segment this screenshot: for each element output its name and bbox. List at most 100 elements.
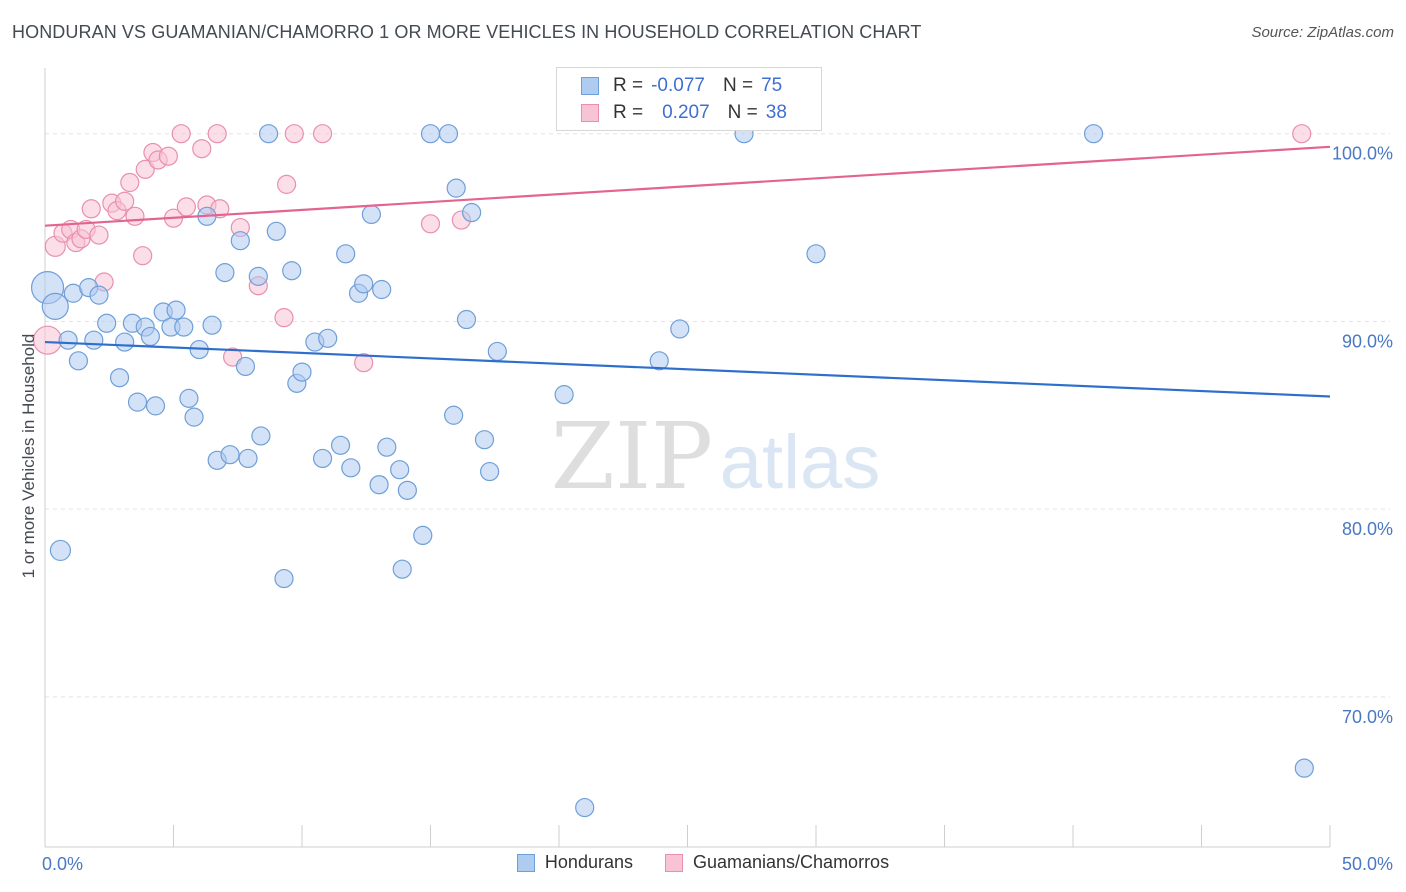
watermark: ZIP atlas xyxy=(551,403,880,510)
trend-layer xyxy=(44,145,1331,398)
honduran-point[interactable] xyxy=(179,388,199,408)
axis-layer xyxy=(44,68,1331,848)
honduran-point[interactable] xyxy=(41,292,69,320)
legend-n-label: N = xyxy=(727,102,758,123)
honduran-point[interactable] xyxy=(487,341,507,362)
guamanian-point[interactable] xyxy=(223,347,243,367)
honduran-point[interactable] xyxy=(145,396,166,416)
guamanian-point[interactable] xyxy=(192,139,212,159)
legend-n-value: 75 xyxy=(761,75,783,96)
honduran-point[interactable] xyxy=(266,221,286,241)
honduran-point[interactable] xyxy=(372,279,392,300)
honduran-point[interactable] xyxy=(58,330,78,350)
guamanian-point[interactable] xyxy=(176,197,196,217)
guamanian-point[interactable] xyxy=(312,124,333,144)
guamanian-point[interactable] xyxy=(135,159,155,179)
legend-label-guamanians: Guamanians/Chamorros xyxy=(692,852,890,872)
honduran-point[interactable] xyxy=(444,405,464,425)
honduran-point[interactable] xyxy=(258,124,279,144)
legend-item-hondurans[interactable]: Hondurans xyxy=(516,852,633,873)
y-tick-label: 80.0% xyxy=(1342,519,1393,539)
honduran-point[interactable] xyxy=(330,435,351,455)
honduran-point[interactable] xyxy=(438,124,459,144)
guamanian-point[interactable] xyxy=(81,199,101,219)
guamanian-point[interactable] xyxy=(284,124,304,144)
honduran-point[interactable] xyxy=(413,525,433,546)
honduran-point[interactable] xyxy=(109,368,130,388)
honduran-point[interactable] xyxy=(238,448,258,469)
series-guamanians-points xyxy=(32,124,1312,373)
series-hondurans-points xyxy=(30,124,1314,818)
honduran-point[interactable] xyxy=(554,385,574,405)
y-tick-label: 70.0% xyxy=(1342,707,1393,727)
honduran-point[interactable] xyxy=(166,300,186,320)
honduran-point[interactable] xyxy=(575,797,595,818)
guamanian-point[interactable] xyxy=(274,308,294,328)
honduran-point[interactable] xyxy=(230,231,250,251)
honduran-point[interactable] xyxy=(456,309,477,330)
guamanian-point[interactable] xyxy=(158,146,178,166)
honduran-point[interactable] xyxy=(274,568,294,589)
honduran-point[interactable] xyxy=(649,351,669,371)
honduran-point[interactable] xyxy=(89,285,109,305)
honduran-point[interactable] xyxy=(474,430,495,450)
honduran-point[interactable] xyxy=(282,261,302,281)
honduran-point[interactable] xyxy=(354,274,374,294)
honduran-point[interactable] xyxy=(1294,758,1314,778)
honduran-point[interactable] xyxy=(341,458,361,478)
legend-label-hondurans: Hondurans xyxy=(544,852,633,872)
guamanian-point[interactable] xyxy=(89,225,109,245)
guamanian-point[interactable] xyxy=(133,246,153,266)
honduran-point[interactable] xyxy=(806,244,826,264)
honduran-point[interactable] xyxy=(397,480,417,500)
guamanian-point[interactable] xyxy=(171,124,191,144)
source-label: Source: ZipAtlas.com xyxy=(1251,24,1394,41)
honduran-point[interactable] xyxy=(361,204,381,225)
honduran-point[interactable] xyxy=(336,244,356,264)
guamanian-point[interactable] xyxy=(420,214,441,234)
honduran-point[interactable] xyxy=(248,266,268,286)
honduran-point[interactable] xyxy=(480,461,500,482)
honduran-point[interactable] xyxy=(377,437,397,457)
honduran-point[interactable] xyxy=(318,328,338,348)
honduran-point[interactable] xyxy=(251,426,271,446)
guamanian-point[interactable] xyxy=(115,191,135,211)
honduran-point[interactable] xyxy=(312,448,333,469)
guamanian-point[interactable] xyxy=(120,172,140,193)
legend-swatch-pink xyxy=(581,104,599,122)
honduran-point[interactable] xyxy=(446,178,466,198)
honduran-point[interactable] xyxy=(68,351,89,371)
legend-item-guamanians[interactable]: Guamanians/Chamorros xyxy=(664,852,890,873)
honduran-point[interactable] xyxy=(220,445,240,465)
guamanian-point[interactable] xyxy=(1292,124,1312,144)
honduran-point[interactable] xyxy=(49,539,72,562)
guamanian-point[interactable] xyxy=(354,353,374,373)
y-axis-title: 1 or more Vehicles in Household xyxy=(19,334,38,579)
grid-layer xyxy=(45,133,1390,698)
guamanian-point[interactable] xyxy=(125,206,145,226)
honduran-point[interactable] xyxy=(140,326,160,347)
honduran-point[interactable] xyxy=(84,330,104,350)
honduran-point[interactable] xyxy=(174,317,194,337)
honduran-point[interactable] xyxy=(462,202,482,223)
honduran-point[interactable] xyxy=(215,263,235,283)
honduran-point[interactable] xyxy=(1083,124,1104,144)
legend-swatch-pink xyxy=(664,853,683,872)
x-tick-label: 50.0% xyxy=(1342,854,1393,874)
guamanian-point[interactable] xyxy=(276,174,297,194)
honduran-point[interactable] xyxy=(235,356,256,377)
honduran-point[interactable] xyxy=(420,124,441,144)
honduran-point[interactable] xyxy=(184,407,204,427)
honduran-point[interactable] xyxy=(292,362,312,382)
honduran-point[interactable] xyxy=(202,315,222,335)
honduran-point[interactable] xyxy=(127,392,148,412)
honduran-point[interactable] xyxy=(115,332,135,352)
honduran-point[interactable] xyxy=(97,313,117,333)
honduran-point[interactable] xyxy=(369,475,389,495)
honduran-point[interactable] xyxy=(670,319,690,339)
legend-swatch-blue xyxy=(516,853,535,872)
honduran-point[interactable] xyxy=(390,460,410,480)
legend-r-label: R = xyxy=(613,75,644,96)
guamanian-point[interactable] xyxy=(207,124,227,144)
honduran-point[interactable] xyxy=(392,559,412,579)
